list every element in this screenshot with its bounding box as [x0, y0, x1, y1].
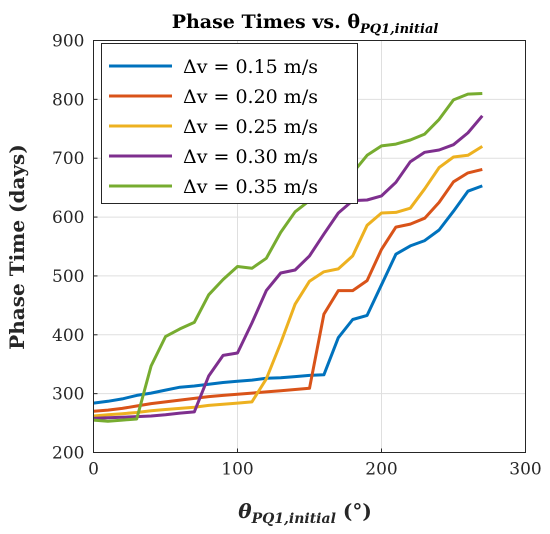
series-line-1	[93, 184, 483, 405]
chart-title-subscript: PQ1,initial	[359, 22, 438, 37]
y-axis-ticks: 200 300 400 500 600 700 800 900	[52, 32, 98, 464]
chart-title-main: Phase Times vs. θ	[172, 11, 360, 33]
y-tick-label: 400	[52, 326, 84, 346]
x-tick-label: 300	[509, 460, 541, 480]
y-tick-label: 900	[52, 32, 84, 52]
legend-box	[101, 43, 358, 204]
x-axis-ticks: 0 100 200 300	[88, 448, 542, 480]
x-axis-label-subscript: PQ1,initial	[251, 511, 336, 527]
series-line-3	[93, 145, 484, 418]
x-axis-label-unit: (°)	[336, 499, 372, 523]
legend-label-2: Δv = 0.20 m/s	[183, 86, 318, 108]
series-line-4	[93, 114, 484, 420]
series-line-5	[93, 92, 483, 423]
plot-lines	[93, 92, 484, 423]
legend-label-5: Δv = 0.35 m/s	[183, 176, 318, 198]
x-axis-label: θPQ1,initial (°)	[238, 499, 372, 527]
x-axis-label-theta: θ	[238, 499, 252, 523]
y-tick-label: 200	[52, 444, 84, 464]
y-axis-label: Phase Time (days)	[5, 144, 29, 350]
plot-area-frame	[93, 40, 526, 453]
series-line-2	[93, 167, 483, 413]
chart-title: Phase Times vs. θPQ1,initial	[172, 11, 439, 37]
x-tick-label: 0	[88, 460, 99, 480]
x-tick-label: 100	[221, 460, 253, 480]
legend-label-4: Δv = 0.30 m/s	[183, 146, 318, 168]
y-tick-label: 800	[52, 90, 84, 110]
legend-label-3: Δv = 0.25 m/s	[183, 116, 318, 138]
y-tick-label: 500	[52, 267, 84, 287]
legend: Δv = 0.15 m/s Δv = 0.20 m/s Δv = 0.25 m/s Δ…	[101, 43, 358, 204]
y-tick-label: 600	[52, 208, 84, 228]
x-tick-label: 200	[365, 460, 397, 480]
y-tick-label: 300	[52, 385, 84, 405]
y-tick-label: 700	[52, 149, 84, 169]
legend-label-1: Δv = 0.15 m/s	[183, 56, 318, 78]
